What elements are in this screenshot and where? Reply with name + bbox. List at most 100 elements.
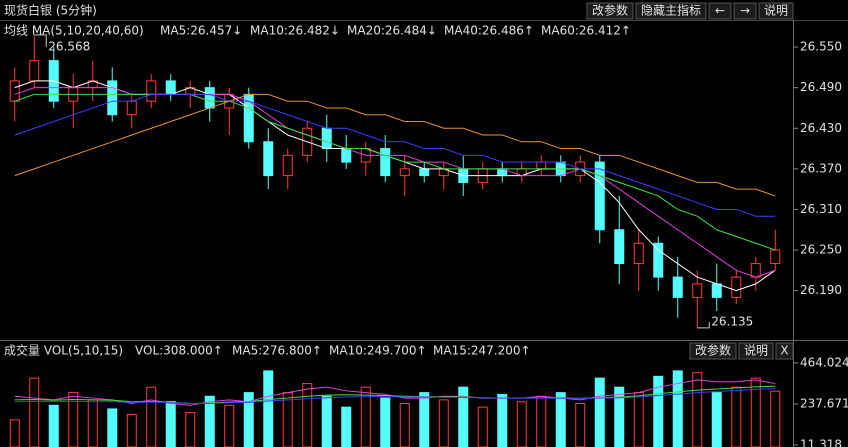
volume-bar bbox=[302, 383, 313, 447]
ma-line bbox=[14, 93, 776, 251]
volume-bar bbox=[477, 406, 488, 447]
volume-bar bbox=[419, 392, 430, 447]
y-tick-label: 237.671 bbox=[800, 396, 848, 410]
volume-bar bbox=[711, 392, 722, 447]
candle-body bbox=[29, 60, 40, 82]
candle-body bbox=[692, 283, 703, 298]
button[interactable] bbox=[586, 2, 634, 20]
volume-bar bbox=[263, 370, 274, 447]
volume-bar bbox=[614, 386, 625, 447]
candle-body bbox=[633, 242, 644, 265]
y-tick-label: 26.190 bbox=[800, 283, 842, 297]
ma-line bbox=[14, 385, 776, 405]
button[interactable] bbox=[689, 342, 737, 360]
legend-entry: MA40:26.486↑ bbox=[444, 24, 534, 38]
y-tick-label: 26.430 bbox=[800, 121, 842, 135]
y-tick-label: 26.310 bbox=[800, 202, 842, 216]
y-tick-label: 26.550 bbox=[800, 40, 842, 54]
candle-body bbox=[107, 80, 118, 116]
button-label[interactable]: 改参数 bbox=[695, 343, 731, 358]
button[interactable] bbox=[758, 2, 794, 20]
volume-bar bbox=[126, 413, 137, 447]
volume-bar bbox=[497, 393, 508, 447]
candle-body bbox=[204, 87, 215, 109]
candle-body bbox=[614, 229, 625, 265]
button[interactable] bbox=[733, 2, 757, 20]
button-label[interactable]: 改参数 bbox=[592, 3, 628, 18]
legend-entry: MA60:26.412↑ bbox=[541, 24, 631, 38]
candle-body bbox=[536, 161, 547, 170]
button-label[interactable]: 隐藏主指标 bbox=[641, 3, 701, 18]
candle-body bbox=[341, 148, 352, 163]
button[interactable] bbox=[775, 342, 794, 360]
button-label[interactable]: 说明 bbox=[744, 343, 768, 358]
legend-entry: MA10:26.482↓ bbox=[250, 24, 340, 38]
volume-bar bbox=[107, 408, 118, 447]
volume-bar bbox=[380, 397, 391, 447]
candle-body bbox=[9, 80, 20, 102]
candle-body bbox=[711, 283, 722, 298]
ma-line bbox=[14, 388, 776, 404]
annotation-leader bbox=[697, 321, 710, 329]
button-label[interactable]: → bbox=[740, 4, 750, 18]
candle-body bbox=[126, 100, 137, 116]
button[interactable] bbox=[708, 2, 732, 20]
legend-entry: MA20:26.484↓ bbox=[347, 24, 437, 38]
volume-bar bbox=[204, 395, 215, 447]
y-tick-label: 26.250 bbox=[800, 243, 842, 257]
candle-body bbox=[399, 168, 410, 177]
volume-bar bbox=[48, 404, 59, 447]
volume-bar bbox=[87, 399, 98, 447]
candle-body bbox=[146, 80, 157, 102]
candle-body bbox=[731, 276, 742, 298]
annotation: 26.568 bbox=[48, 39, 90, 53]
volume-bar bbox=[653, 375, 664, 447]
volume-bar bbox=[731, 386, 742, 447]
volume-bar bbox=[750, 377, 761, 447]
volume-bar bbox=[633, 392, 644, 447]
volume-bar bbox=[555, 392, 566, 447]
candle-body bbox=[263, 141, 274, 177]
volume-bar bbox=[29, 377, 40, 447]
button-label[interactable]: 说明 bbox=[764, 3, 788, 18]
ma-line bbox=[14, 93, 776, 197]
button[interactable] bbox=[738, 342, 774, 360]
legend-entry: VOL:308.000↑ bbox=[135, 344, 223, 358]
candle-body bbox=[321, 127, 332, 150]
button-label[interactable]: X bbox=[780, 344, 788, 358]
volume-bar bbox=[594, 377, 605, 447]
annotation-leader bbox=[34, 34, 47, 47]
volume-bar bbox=[243, 392, 254, 447]
legend-entry: MA5:26.457↓ bbox=[160, 24, 242, 38]
volume-bar bbox=[672, 370, 683, 447]
volume-bar bbox=[282, 392, 293, 447]
chart-title: 现货白银 (5分钟) bbox=[4, 3, 97, 18]
volume-bar bbox=[516, 401, 527, 447]
y-tick-label: 26.370 bbox=[800, 161, 842, 175]
button[interactable] bbox=[635, 2, 707, 20]
volume-bar bbox=[165, 401, 176, 447]
candle-body bbox=[419, 168, 430, 177]
candle-body bbox=[672, 276, 683, 298]
volume-bar bbox=[224, 404, 235, 447]
button-label[interactable]: ← bbox=[715, 4, 725, 18]
legend-label: 均线 MA(5,10,20,40,60) bbox=[4, 24, 144, 38]
candle-body bbox=[653, 242, 664, 278]
legend-entry: MA5:276.800↑ bbox=[232, 344, 322, 358]
volume-bar bbox=[536, 395, 547, 447]
volume-bar bbox=[321, 395, 332, 447]
candle-body bbox=[380, 148, 391, 177]
ma-line bbox=[14, 93, 776, 217]
candle-body bbox=[770, 249, 781, 265]
volume-bar bbox=[399, 403, 410, 447]
legend-entry: MA10:249.700↑ bbox=[329, 344, 427, 358]
volume-bar bbox=[360, 386, 371, 447]
candle-body bbox=[750, 263, 761, 278]
y-tick-label: 11.318 bbox=[800, 437, 842, 447]
y-tick-label: 26.490 bbox=[800, 80, 842, 94]
y-tick-label: 464.024 bbox=[800, 355, 848, 369]
legend-entry: MA15:247.200↑ bbox=[433, 344, 531, 358]
volume-bar bbox=[185, 412, 196, 447]
